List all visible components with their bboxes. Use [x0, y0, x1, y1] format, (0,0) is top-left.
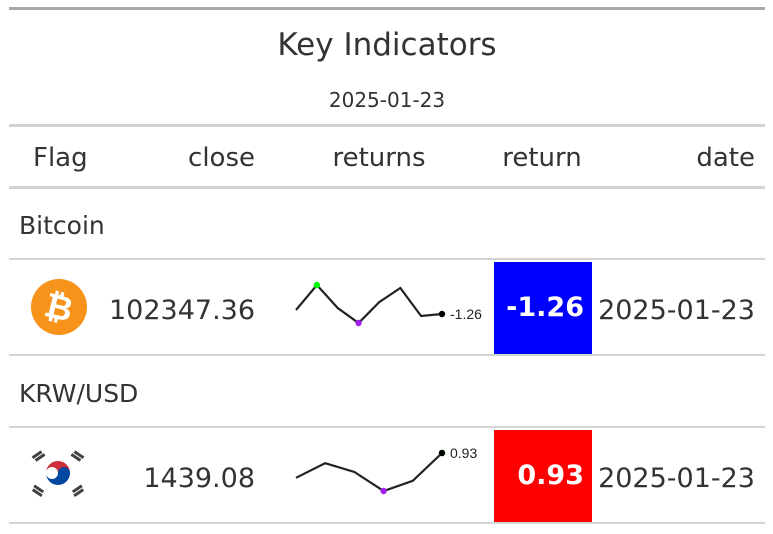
- top-border: [9, 7, 765, 10]
- table-subtitle: 2025-01-23: [328, 88, 446, 112]
- sparkline-max-point: [313, 281, 321, 289]
- sparkline-min-point: [380, 487, 387, 495]
- return-value: 0.93: [517, 460, 584, 491]
- table-title: Key Indicators: [277, 27, 497, 63]
- group-divider: [9, 258, 765, 260]
- group-label-krw-usd: KRW/USD: [19, 379, 139, 408]
- column-header-date: date: [696, 143, 755, 173]
- sparkline-last-point: [438, 310, 446, 318]
- header-top-border: [9, 124, 765, 127]
- sparkline-last-point: [438, 449, 446, 457]
- returns-sparkline: 0.93: [295, 445, 477, 495]
- return-badge: -1.26: [494, 262, 592, 354]
- column-header-flag: Flag: [33, 143, 88, 173]
- sparkline-last-label: -1.26: [450, 306, 482, 322]
- key-indicators-table: Key Indicators 2025-01-23 Flag close ret…: [9, 7, 765, 527]
- return-value: -1.26: [506, 292, 584, 323]
- column-header-return: return: [502, 143, 582, 173]
- bottom-border: [9, 522, 765, 524]
- returns-sparkline: -1.26: [295, 281, 482, 327]
- header-bottom-border: [9, 186, 765, 189]
- close-value: 102347.36: [109, 295, 256, 326]
- return-badge: 0.93: [494, 430, 592, 522]
- row-divider: [9, 354, 765, 356]
- group-label-bitcoin: Bitcoin: [19, 211, 105, 240]
- column-header-returns: returns: [332, 143, 426, 173]
- group-divider: [9, 426, 765, 428]
- close-value: 1439.08: [143, 463, 255, 494]
- sparkline-line: [295, 283, 443, 325]
- south-korea-flag-icon: [28, 447, 88, 499]
- sparkline-last-label: 0.93: [450, 445, 477, 461]
- date-value: 2025-01-23: [598, 295, 755, 326]
- column-header-close: close: [188, 143, 255, 173]
- sparkline-line: [295, 452, 443, 493]
- bitcoin-icon: ₿: [31, 279, 87, 335]
- date-value: 2025-01-23: [598, 463, 755, 494]
- sparkline-min-point: [355, 319, 362, 327]
